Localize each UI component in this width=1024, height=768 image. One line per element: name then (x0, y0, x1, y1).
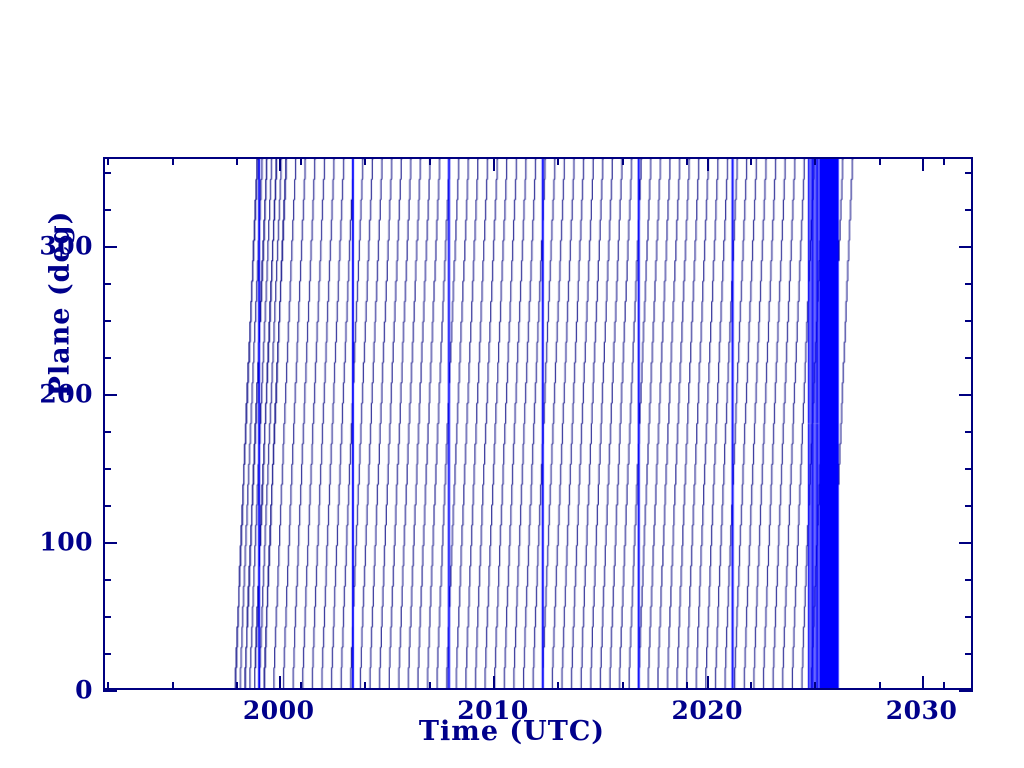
x-minor-tick (750, 682, 753, 690)
y-minor-tick (103, 171, 111, 174)
y-tick-label: 100 (39, 527, 93, 557)
x-minor-tick (428, 682, 431, 690)
y-major-tick (103, 245, 117, 248)
y-major-tick-right (959, 245, 973, 248)
y-minor-tick-right (965, 615, 973, 618)
y-minor-tick-right (965, 356, 973, 359)
x-minor-tick (171, 682, 174, 690)
x-axis-title: Time (UTC) (418, 716, 606, 747)
x-tick-label: 2030 (885, 696, 958, 725)
y-tick-label: 200 (39, 379, 93, 409)
y-major-tick (103, 541, 117, 544)
x-minor-tick-top (685, 157, 688, 165)
y-tick-label: 300 (39, 231, 93, 261)
x-minor-tick-top (107, 157, 110, 165)
x-minor-tick-top (171, 157, 174, 165)
y-minor-tick (103, 208, 111, 211)
y-minor-tick-right (965, 652, 973, 655)
y-major-tick (103, 690, 117, 692)
x-minor-tick (878, 682, 881, 690)
x-major-tick (707, 676, 710, 690)
x-minor-tick (685, 682, 688, 690)
x-tick-label: 2020 (671, 696, 744, 725)
x-minor-tick (300, 682, 303, 690)
x-minor-tick (364, 682, 367, 690)
y-tick-label: 0 (75, 675, 93, 705)
x-minor-tick (943, 682, 945, 690)
sawtooth-line-plot (105, 159, 971, 688)
y-minor-tick (103, 578, 111, 581)
y-minor-tick-right (965, 171, 973, 174)
y-minor-tick (103, 652, 111, 655)
y-minor-tick-right (965, 208, 973, 211)
y-minor-tick (103, 319, 111, 322)
x-minor-tick (557, 682, 560, 690)
y-minor-tick (103, 282, 111, 285)
x-major-tick (278, 676, 281, 690)
x-minor-tick-top (300, 157, 303, 165)
x-minor-tick-top (878, 157, 881, 165)
y-minor-tick-right (965, 467, 973, 470)
y-major-tick-right (959, 541, 973, 544)
y-major-tick (103, 393, 117, 396)
x-major-tick-top (278, 157, 281, 171)
x-minor-tick-top (621, 157, 624, 165)
x-minor-tick-top (750, 157, 753, 165)
y-minor-tick-right (965, 282, 973, 285)
x-major-tick (921, 676, 924, 690)
x-minor-tick-top (557, 157, 560, 165)
y-minor-tick (103, 430, 111, 433)
y-minor-tick (103, 504, 111, 507)
y-minor-tick (103, 467, 111, 470)
x-major-tick (493, 676, 495, 690)
x-major-tick-top (493, 157, 495, 171)
y-minor-tick-right (965, 578, 973, 581)
x-minor-tick (814, 682, 817, 690)
x-minor-tick (107, 682, 110, 690)
x-minor-tick-top (814, 157, 817, 165)
y-axis-title: Plane (deg) (44, 210, 76, 397)
x-major-tick-top (707, 157, 710, 171)
y-minor-tick-right (965, 430, 973, 433)
x-tick-label: 2000 (242, 696, 315, 725)
y-major-tick-right (959, 690, 973, 692)
x-minor-tick (235, 682, 238, 690)
x-minor-tick (621, 682, 624, 690)
x-major-tick-top (921, 157, 924, 171)
y-minor-tick-right (965, 504, 973, 507)
y-major-tick-right (959, 393, 973, 396)
x-minor-tick-top (235, 157, 238, 165)
x-minor-tick-top (428, 157, 431, 165)
plot-area (103, 157, 973, 690)
y-minor-tick (103, 356, 111, 359)
x-minor-tick-top (943, 157, 945, 165)
x-tick-label: 2010 (457, 696, 529, 725)
y-minor-tick-right (965, 319, 973, 322)
x-minor-tick-top (364, 157, 367, 165)
y-minor-tick (103, 615, 111, 618)
